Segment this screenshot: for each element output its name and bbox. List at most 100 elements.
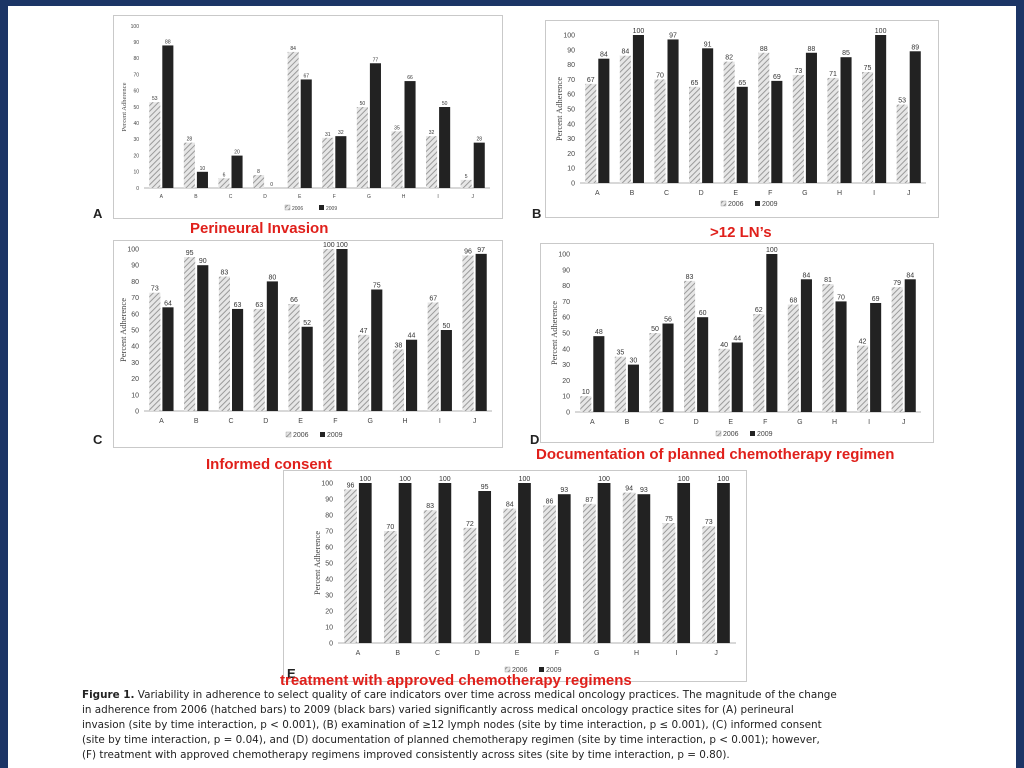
legend-swatch-2009 [539, 667, 544, 672]
chart-panel-a: 0 10 20 30 40 50 60 70 80 90 100 Percent Adherence 5… [113, 15, 503, 219]
y-tick-label: 10 [562, 394, 570, 401]
caption-perineural-invasion: Perineural Invasion [190, 220, 329, 237]
data-label-2006-F: 31 [325, 132, 331, 138]
data-label-2006-A: 73 [151, 286, 159, 293]
legend-label-2006: 2006 [292, 206, 303, 212]
bar-2006-E [287, 51, 299, 188]
bar-2006-J [462, 255, 474, 411]
bar-2009-E [736, 86, 748, 183]
data-label-2006-C: 70 [656, 72, 664, 79]
bar-2006-F [758, 52, 770, 183]
bar-2006-C [218, 276, 230, 411]
y-tick-label: 100 [131, 24, 140, 30]
legend-label-2009: 2009 [326, 206, 337, 212]
y-tick-label: 50 [131, 327, 139, 334]
y-tick-label: 50 [133, 105, 139, 111]
x-tick-label-F: F [333, 418, 337, 425]
data-label-2009-J: 89 [911, 44, 919, 51]
bar-2006-D [684, 280, 696, 412]
data-label-2009-F: 32 [338, 130, 344, 136]
data-label-2009-I: 69 [872, 296, 880, 303]
x-tick-label-E: E [728, 419, 733, 426]
data-label-2009-B: 100 [633, 28, 645, 35]
y-tick-label: 40 [562, 346, 570, 353]
bar-2006-D [689, 86, 701, 183]
data-label-2006-D: 63 [255, 302, 263, 309]
bar-2009-I [870, 302, 882, 412]
x-tick-label-H: H [402, 418, 407, 425]
bar-2009-E [300, 79, 312, 188]
y-tick-label: 80 [562, 283, 570, 290]
data-label-2009-A: 88 [165, 39, 171, 45]
bar-2006-F [322, 137, 334, 188]
slide-top-border [0, 0, 1024, 6]
legend-swatch-2009 [320, 432, 325, 437]
bar-2009-I [677, 483, 691, 643]
y-tick-label: 0 [135, 408, 139, 415]
figure-caption-line-4: (site by time interaction, p = 0.04), an… [82, 734, 820, 746]
data-label-2009-C: 100 [439, 476, 451, 483]
data-label-2009-A: 84 [600, 52, 608, 59]
x-tick-label-J: J [714, 650, 718, 657]
data-label-2009-I: 100 [678, 476, 690, 483]
bar-2006-H [827, 77, 839, 183]
data-label-2009-B: 10 [200, 166, 206, 172]
y-tick-label: 40 [325, 576, 333, 583]
chart-panel-b: 0 10 20 30 40 50 60 70 80 90 100 Percent Adherence 6… [545, 20, 939, 218]
bar-2006-C [218, 178, 230, 188]
data-label-2006-I: 67 [429, 295, 437, 302]
x-tick-label-E: E [733, 190, 738, 197]
bar-2009-G [369, 63, 381, 189]
x-tick-label-E: E [298, 418, 303, 425]
data-label-2006-E: 66 [290, 297, 298, 304]
bar-2006-B [383, 531, 397, 643]
bar-2009-I [875, 35, 887, 183]
y-tick-label: 20 [567, 151, 575, 158]
data-label-2009-D: 91 [704, 41, 712, 48]
bar-2009-B [398, 483, 412, 643]
bar-2006-H [622, 492, 636, 643]
figure-caption-line-2: in adherence from 2006 (hatched bars) to… [82, 704, 794, 716]
bar-2006-G [792, 74, 804, 183]
data-label-2009-E: 52 [303, 320, 311, 327]
bar-2009-H [637, 494, 651, 643]
bar-2009-C [232, 308, 244, 411]
data-label-2006-J: 53 [898, 98, 906, 105]
legend-swatch-2006 [285, 431, 292, 438]
data-label-2006-B: 28 [187, 137, 193, 143]
figure-caption-line-1: Figure 1. Variability in adherence to se… [82, 688, 944, 703]
x-tick-label-F: F [768, 190, 772, 197]
data-label-2006-A: 96 [347, 482, 355, 489]
x-tick-label-D: D [263, 418, 268, 425]
y-tick-label: 90 [567, 47, 575, 54]
bar-2009-J [904, 279, 916, 412]
x-tick-label-F: F [555, 650, 559, 657]
y-tick-label: 90 [325, 496, 333, 503]
bar-2006-A [149, 292, 161, 411]
bar-2006-I [426, 136, 438, 188]
data-label-2006-I: 32 [429, 130, 435, 136]
y-axis-label: Percent Adherence [554, 77, 564, 141]
data-label-2009-I: 50 [442, 101, 448, 107]
data-label-2009-F: 69 [773, 74, 781, 81]
bar-2006-I [857, 345, 869, 412]
x-tick-label-D: D [263, 194, 267, 200]
bar-2006-F [753, 314, 765, 412]
y-tick-label: 30 [562, 362, 570, 369]
data-label-2006-D: 8 [257, 169, 260, 175]
bar-2009-I [440, 330, 452, 411]
bar-2006-H [391, 131, 403, 188]
data-label-2006-I: 75 [864, 65, 872, 72]
x-tick-label-I: I [675, 650, 677, 657]
figure-caption-line-3: invasion (site by time interaction, p < … [82, 719, 822, 731]
y-tick-label: 60 [562, 315, 570, 322]
bar-2006-D [253, 175, 265, 188]
legend-label-2009: 2009 [757, 431, 773, 438]
bar-2006-J [702, 526, 716, 643]
data-label-2009-C: 56 [664, 317, 672, 324]
data-label-2009-I: 50 [442, 323, 450, 330]
x-tick-label-C: C [435, 650, 440, 657]
data-label-2009-A: 64 [164, 300, 172, 307]
data-label-2009-A: 48 [595, 329, 603, 336]
figure-caption-line-5: (F) treatment with approved chemotherapy… [82, 749, 730, 761]
